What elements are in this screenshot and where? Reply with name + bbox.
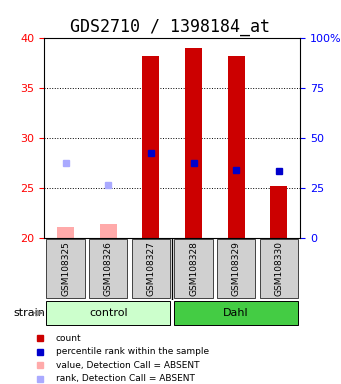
Text: GSM108325: GSM108325	[61, 242, 70, 296]
Text: GSM108326: GSM108326	[104, 242, 113, 296]
Text: rank, Detection Call = ABSENT: rank, Detection Call = ABSENT	[56, 374, 195, 383]
Bar	[143, 56, 160, 238]
Text: GSM108328: GSM108328	[189, 242, 198, 296]
Bar	[100, 224, 117, 238]
Text: GSM108327: GSM108327	[146, 242, 155, 296]
FancyBboxPatch shape	[217, 239, 255, 298]
Bar	[57, 227, 74, 238]
FancyBboxPatch shape	[260, 239, 298, 298]
Text: GSM108329: GSM108329	[232, 242, 241, 296]
Text: Dahl: Dahl	[223, 308, 249, 318]
Text: strain: strain	[13, 308, 45, 318]
Bar	[270, 186, 287, 238]
FancyBboxPatch shape	[89, 239, 128, 298]
Bar	[185, 48, 202, 238]
Text: GDS2710 / 1398184_at: GDS2710 / 1398184_at	[71, 18, 270, 36]
FancyBboxPatch shape	[46, 301, 170, 325]
Text: count: count	[56, 334, 81, 343]
Text: value, Detection Call = ABSENT: value, Detection Call = ABSENT	[56, 361, 199, 370]
FancyBboxPatch shape	[132, 239, 170, 298]
Text: percentile rank within the sample: percentile rank within the sample	[56, 347, 209, 356]
FancyBboxPatch shape	[174, 239, 213, 298]
FancyBboxPatch shape	[46, 239, 85, 298]
FancyBboxPatch shape	[174, 301, 298, 325]
Text: control: control	[89, 308, 128, 318]
Bar	[228, 56, 245, 238]
Text: GSM108330: GSM108330	[274, 241, 283, 296]
